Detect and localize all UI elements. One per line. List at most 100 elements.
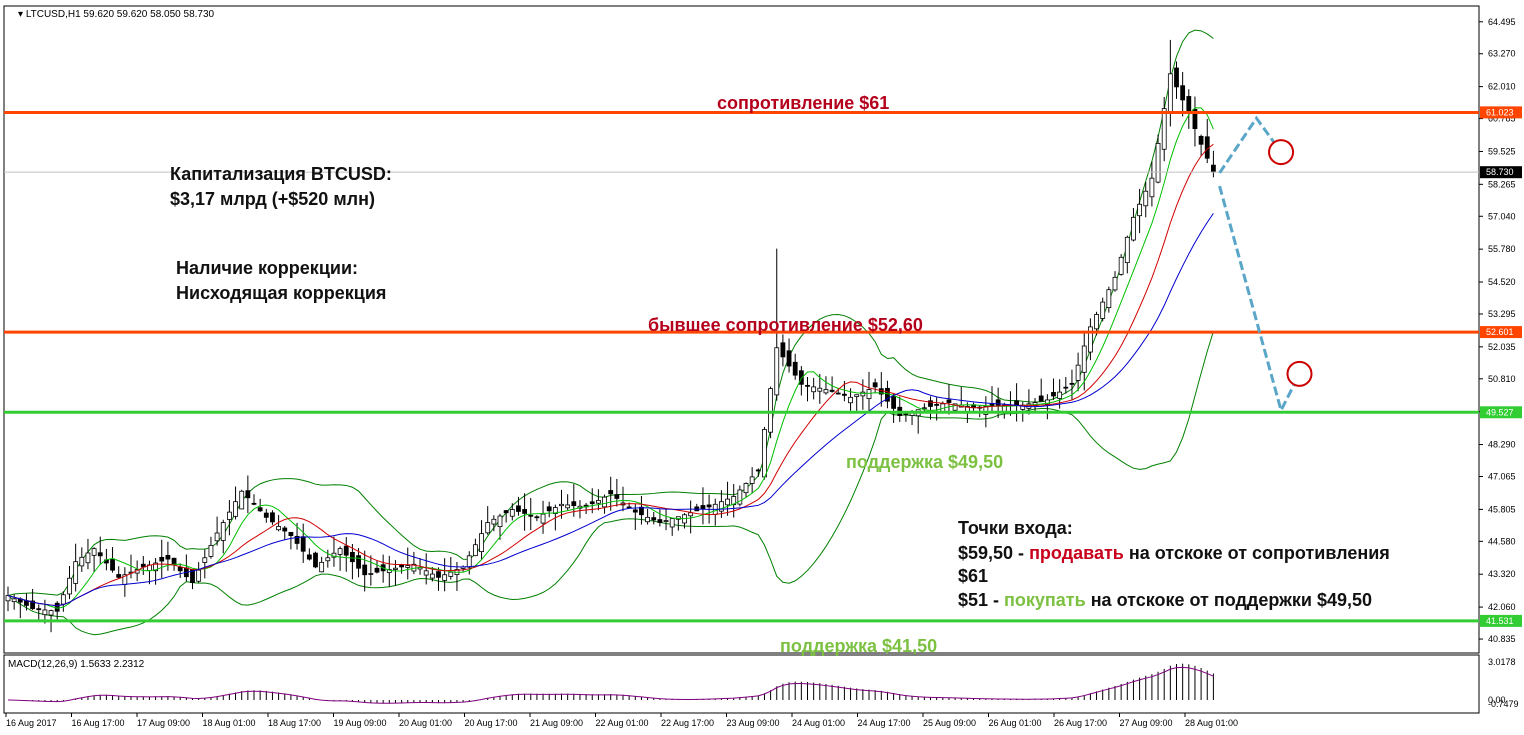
candle-body: [466, 555, 472, 568]
candle: [306, 548, 312, 561]
candle: [466, 551, 472, 575]
candle: [239, 489, 245, 510]
y-tick-label: 58.265: [1488, 179, 1516, 189]
candle-body: [159, 556, 165, 562]
candle-body: [442, 574, 448, 581]
candle-body: [700, 505, 706, 510]
candle-body: [374, 567, 380, 573]
candle-body: [928, 400, 933, 407]
candle: [946, 384, 952, 415]
candle: [288, 531, 294, 550]
candle-body: [995, 399, 1001, 406]
slow-ma-line: [7, 213, 1214, 607]
candle-body: [1137, 203, 1142, 217]
candle-body: [399, 564, 405, 568]
candle: [1081, 331, 1087, 391]
candle: [817, 373, 823, 404]
candle: [669, 518, 675, 536]
candle-body: [854, 394, 860, 397]
candle-body: [497, 515, 503, 528]
candle: [540, 500, 546, 534]
candle: [866, 371, 872, 414]
candle-body: [866, 389, 872, 400]
candle: [762, 426, 767, 480]
candle-body: [368, 573, 374, 575]
candle-body: [337, 548, 343, 555]
entry-line-1-text: на отскоке от сопротивления: [1123, 543, 1390, 563]
candle-body: [349, 551, 355, 563]
candle-body: [393, 567, 398, 570]
y-tick-label: 42.060: [1488, 602, 1516, 612]
y-tick-label: 47.065: [1488, 472, 1516, 482]
candle-body: [276, 526, 282, 531]
candle-body: [823, 389, 829, 394]
candle-body: [1174, 67, 1179, 88]
buy-target-circle: [1286, 360, 1313, 387]
candle: [220, 519, 226, 554]
candle-body: [786, 350, 792, 367]
y-tick-label: 44.580: [1488, 536, 1516, 546]
candle-body: [1186, 96, 1192, 114]
candle-body: [1143, 190, 1149, 207]
candle-body: [30, 600, 36, 610]
support-label-1: поддержка $49,50: [846, 452, 1004, 472]
sell-target-circle: [1268, 139, 1295, 166]
dropdown-arrow-icon[interactable]: ▾: [18, 9, 26, 20]
price-tag: [1480, 106, 1522, 119]
candle: [860, 379, 866, 410]
candle: [731, 484, 737, 518]
candle: [91, 547, 97, 573]
candle: [1038, 378, 1044, 402]
former-resistance-label: бывшее сопротивление $52,60: [648, 315, 923, 335]
candle: [208, 536, 214, 559]
candle-body: [300, 536, 306, 552]
support-label-2: поддержка $41,50: [780, 636, 938, 656]
candle-body: [1124, 236, 1130, 264]
candle: [263, 508, 269, 523]
candle-body: [11, 598, 17, 603]
candle-body: [952, 403, 958, 411]
candle: [651, 511, 657, 525]
candle-body: [1100, 301, 1106, 319]
candle-body: [1198, 135, 1204, 145]
candle: [116, 566, 122, 579]
candle-body: [1069, 382, 1075, 385]
candle-body: [448, 571, 454, 577]
price-tag-label: 52.601: [1486, 327, 1514, 337]
candle-body: [768, 388, 773, 433]
candle-body: [1118, 256, 1124, 275]
y-tick-label: 64.495: [1488, 17, 1516, 27]
candle-body: [91, 548, 97, 556]
candle: [1124, 235, 1130, 274]
candle-body: [842, 393, 847, 396]
candle-body: [362, 564, 368, 576]
candle-body: [608, 490, 614, 495]
candle: [226, 500, 232, 536]
candle-body: [817, 387, 823, 392]
price-tag-label: 58.730: [1486, 167, 1514, 177]
candle: [614, 478, 620, 507]
candle: [522, 493, 527, 531]
candle-body: [1167, 73, 1173, 114]
candle: [442, 558, 448, 592]
candle: [1143, 182, 1149, 218]
candle: [1051, 378, 1056, 400]
candle: [1155, 134, 1161, 184]
x-tick-label: 25 Aug 09:00: [923, 718, 976, 728]
candle-body: [546, 506, 552, 512]
candle: [165, 541, 171, 571]
candle-body: [811, 386, 817, 393]
candle: [1180, 71, 1186, 117]
candle: [780, 334, 786, 367]
candle: [565, 494, 571, 511]
entry-line-3: $51 - покупать на отскоке от поддержки $…: [958, 590, 1372, 611]
candle: [1075, 352, 1081, 392]
candle: [645, 508, 650, 525]
candle-body: [1106, 289, 1112, 309]
candle-body: [774, 347, 780, 396]
candle-body: [669, 518, 675, 528]
horizontal-levels: [4, 110, 1479, 623]
candle: [1161, 96, 1167, 162]
macd-tick-label: 3.0178: [1488, 657, 1516, 667]
